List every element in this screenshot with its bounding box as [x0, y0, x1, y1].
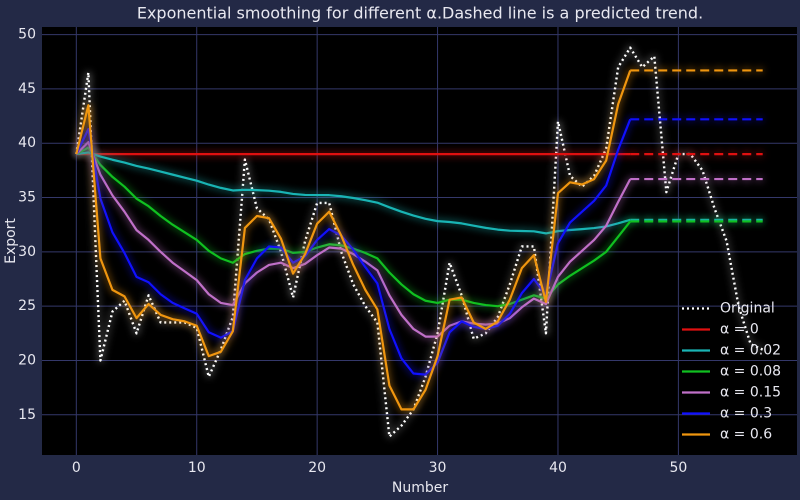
- legend-label: Original: [720, 301, 775, 317]
- y-tick-label: 30: [18, 244, 36, 260]
- legend-label: α = 0: [720, 322, 759, 338]
- x-tick-label: 40: [549, 460, 567, 476]
- y-tick-label: 25: [18, 298, 36, 314]
- series-line: [76, 151, 631, 235]
- y-tick-label: 20: [18, 352, 36, 368]
- series-line: [75, 46, 764, 438]
- y-tick-label: 15: [18, 407, 36, 423]
- x-tick-label: 20: [308, 460, 326, 476]
- x-tick-label: 0: [72, 460, 81, 476]
- y-tick-label: 45: [18, 81, 36, 97]
- x-tick-label: 50: [669, 460, 687, 476]
- legend-label: α = 0.08: [720, 364, 781, 380]
- legend-label: α = 0.6: [720, 427, 772, 443]
- lines: [75, 46, 764, 438]
- y-tick-label: 40: [18, 135, 36, 151]
- x-tick-label: 10: [188, 460, 206, 476]
- legend-label: α = 0.3: [720, 406, 772, 422]
- y-tick-label: 35: [18, 190, 36, 206]
- x-axis-label: Number: [392, 480, 448, 496]
- legend: Original α = 0 α = 0.02 α = 0.08 α = 0.15 α =…: [682, 301, 781, 443]
- series-line: [75, 70, 632, 411]
- labels: 0 10 20 30 40 50 15 20 25 30 35 40 45 50: [18, 27, 687, 476]
- x-tick-label: 30: [429, 460, 447, 476]
- legend-label: α = 0.15: [720, 385, 781, 401]
- y-axis-label: Export: [3, 218, 19, 264]
- legend-label: α = 0.02: [720, 343, 781, 359]
- chart-title: Exponential smoothing for different α.Da…: [137, 4, 703, 23]
- series-line: [75, 141, 632, 338]
- plot-area: [42, 27, 797, 455]
- series-line: [75, 118, 632, 376]
- y-tick-label: 50: [18, 27, 36, 43]
